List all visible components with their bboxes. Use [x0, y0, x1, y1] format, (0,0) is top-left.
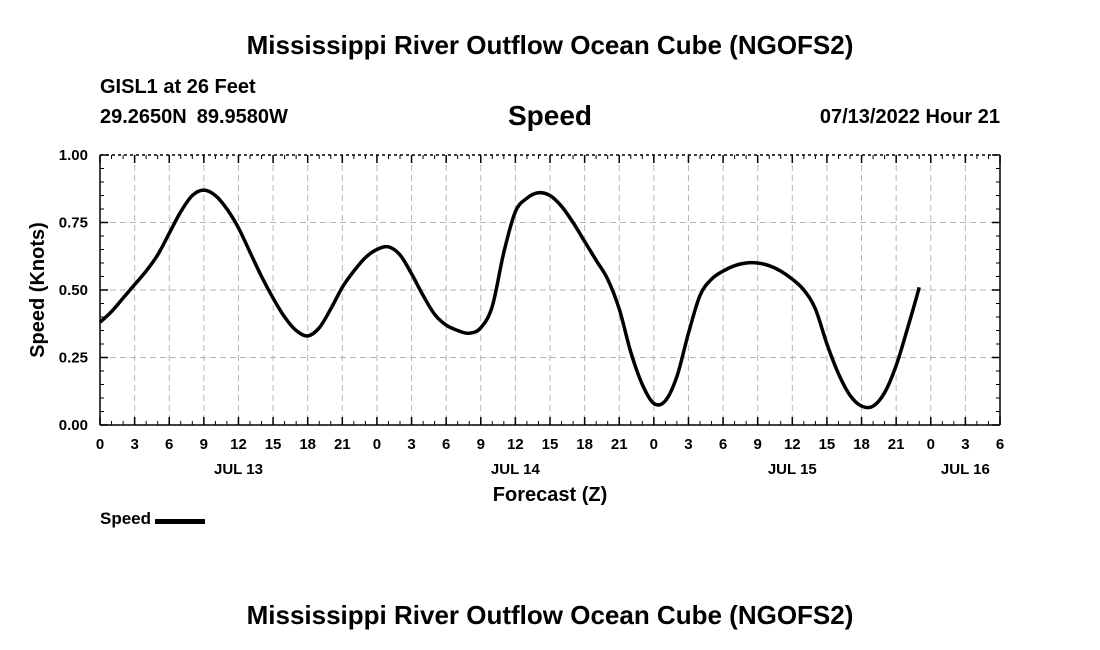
- y-tick-label: 0.50: [59, 282, 88, 299]
- x-tick-label: 12: [784, 436, 801, 453]
- x-tick-label: 15: [542, 436, 559, 453]
- y-tick-label: 0.00: [59, 417, 88, 434]
- x-tick-label: 15: [265, 436, 282, 453]
- x-tick-label: 18: [299, 436, 316, 453]
- x-tick-label: 0: [650, 436, 658, 453]
- y-tick-label: 0.25: [59, 350, 88, 367]
- legend: Speed: [100, 509, 206, 529]
- x-tick-label: 12: [507, 436, 524, 453]
- date-label: JUL 16: [941, 461, 990, 478]
- speed-series-line: [98, 188, 921, 410]
- y-axis-title: Speed (Knots): [27, 222, 49, 358]
- legend-label: Speed: [100, 509, 152, 528]
- x-tick-label: 3: [407, 436, 415, 453]
- coordinates: 29.2650N 89.9580W: [100, 106, 298, 129]
- date-label: JUL 13: [214, 461, 263, 478]
- variable-title: Speed: [507, 100, 593, 131]
- x-tick-label: 0: [373, 436, 381, 453]
- x-axis-title: Forecast (Z): [493, 484, 607, 506]
- x-tick-label: 3: [684, 436, 692, 453]
- x-tick-label: 9: [754, 436, 762, 453]
- x-tick-label: 6: [165, 436, 173, 453]
- latitude: 29.2650N: [100, 106, 187, 128]
- x-tick-label: 3: [961, 436, 969, 453]
- x-tick-label: 18: [576, 436, 593, 453]
- x-tick-label: 21: [334, 436, 351, 453]
- date-label: JUL 15: [768, 461, 817, 478]
- x-tick-label: 0: [927, 436, 935, 453]
- y-tick-label: 1.00: [59, 147, 88, 164]
- x-tick-label: 6: [719, 436, 727, 453]
- longitude: 89.9580W: [196, 106, 288, 128]
- x-tick-label: 0: [96, 436, 104, 453]
- date-label: JUL 14: [491, 461, 541, 478]
- chart-title: Mississippi River Outflow Ocean Cube (NG…: [246, 30, 854, 60]
- x-tick-label: 9: [477, 436, 485, 453]
- x-tick-label: 6: [442, 436, 450, 453]
- footer-title: Mississippi River Outflow Ocean Cube (NG…: [246, 600, 854, 630]
- x-tick-label: 3: [130, 436, 138, 453]
- station-label: GISL1 at 26 Feet: [100, 76, 256, 98]
- x-tick-label: 21: [888, 436, 905, 453]
- forecast-datetime: 07/13/2022 Hour 21: [819, 106, 1000, 128]
- x-tick-label: 21: [611, 436, 628, 453]
- legend-swatch: [155, 518, 206, 524]
- y-tick-label: 0.75: [59, 215, 88, 232]
- x-tick-label: 15: [819, 436, 836, 453]
- x-tick-label: 9: [200, 436, 208, 453]
- x-tick-label: 12: [230, 436, 247, 453]
- x-tick-label: 6: [996, 436, 1004, 453]
- x-tick-label: 18: [853, 436, 870, 453]
